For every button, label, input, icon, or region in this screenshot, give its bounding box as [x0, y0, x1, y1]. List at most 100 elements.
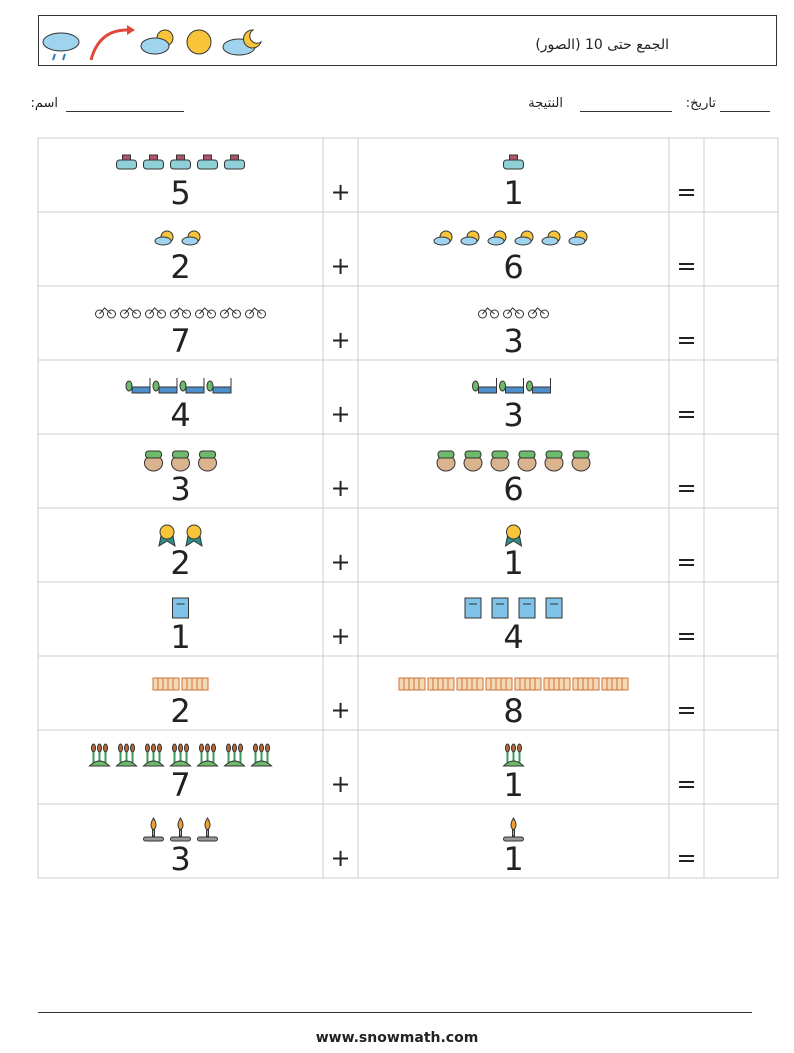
number: 2: [170, 692, 190, 730]
icon-part: [179, 829, 182, 837]
equals-sign: =: [676, 696, 696, 724]
icon-group: [472, 378, 551, 394]
icon-part: [142, 760, 165, 767]
icon-part: [499, 380, 506, 392]
icon-part: [132, 309, 141, 319]
icon-part: [545, 597, 563, 619]
icon-part: [257, 309, 266, 319]
icon-part: [505, 386, 524, 394]
icon-part: [207, 309, 216, 319]
icon-part: [601, 677, 629, 691]
equals-sign: =: [676, 844, 696, 872]
icon-part: [131, 386, 151, 394]
icon-part: [478, 386, 497, 394]
score-line: [580, 111, 672, 112]
icon-part: [433, 236, 451, 246]
icon-part: [145, 743, 150, 753]
icon-part: [460, 236, 478, 246]
number: 6: [503, 248, 523, 286]
icon-part: [150, 817, 157, 831]
icon-part: [485, 677, 513, 691]
icon-group: [464, 597, 563, 619]
equals-sign: =: [676, 252, 696, 280]
icon-part: [154, 236, 172, 246]
number: 8: [503, 692, 523, 730]
plus-sign: +: [330, 770, 350, 798]
header-box: [38, 15, 777, 66]
icon-group: [88, 743, 273, 767]
icon-part: [151, 743, 156, 753]
number: 5: [170, 174, 190, 212]
icon-part: [398, 677, 426, 691]
icon-group: [503, 817, 524, 842]
icon-part: [125, 380, 133, 392]
icon-part: [203, 154, 212, 161]
icon-part: [253, 743, 258, 753]
icon-part: [568, 236, 586, 246]
icon-part: [107, 309, 116, 319]
icon-part: [152, 829, 155, 837]
number: 1: [503, 174, 523, 212]
number: 1: [503, 840, 523, 878]
icon-part: [503, 309, 512, 319]
title: الجمع حتى 10 (الصور): [535, 37, 669, 53]
number: 3: [503, 322, 523, 360]
number: 3: [170, 470, 190, 508]
icon-part: [157, 743, 162, 753]
icon-part: [99, 307, 112, 315]
number: 1: [503, 766, 523, 804]
icon-part: [259, 743, 264, 753]
icon-part: [502, 760, 525, 767]
equals-sign: =: [676, 178, 696, 206]
icon-part: [478, 309, 487, 319]
number: 3: [170, 840, 190, 878]
icon-part: [152, 380, 160, 392]
icon-part: [103, 743, 108, 753]
icon-part: [145, 309, 154, 319]
icon-part: [545, 450, 563, 459]
icon-part: [532, 386, 551, 394]
icon-part: [505, 743, 510, 753]
icon-part: [115, 760, 138, 767]
icon-part: [220, 309, 229, 319]
icon-part: [490, 309, 499, 319]
equals-sign: =: [676, 548, 696, 576]
icon-group: [143, 817, 218, 842]
number: 3: [503, 396, 523, 434]
icon-part: [265, 743, 270, 753]
icon-part: [88, 760, 111, 767]
icon-part: [186, 524, 202, 540]
number: 7: [170, 766, 190, 804]
icon-part: [197, 836, 218, 842]
icon-part: [491, 597, 509, 619]
plus-sign: +: [330, 844, 350, 872]
icon-part: [184, 743, 189, 753]
icon-group: [144, 450, 217, 472]
icon-group: [154, 230, 201, 246]
icon-part: [226, 743, 231, 753]
icon-part: [143, 159, 164, 170]
icon-part: [224, 307, 237, 315]
icon-part: [464, 450, 482, 459]
icon-part: [174, 307, 187, 315]
plus-sign: +: [330, 622, 350, 650]
icon-part: [572, 677, 600, 691]
footer: www.snowmath.com: [315, 1030, 479, 1046]
number: 7: [170, 322, 190, 360]
equals-sign: =: [676, 474, 696, 502]
icon-part: [172, 743, 177, 753]
icon-part: [149, 154, 158, 161]
icon-part: [250, 760, 273, 767]
icon-part: [232, 309, 241, 319]
equals-sign: =: [676, 622, 696, 650]
icon-part: [518, 597, 536, 619]
icon-part: [152, 677, 180, 691]
icon-part: [518, 450, 536, 459]
icon-part: [464, 597, 482, 619]
plus-sign: +: [330, 400, 350, 428]
icon-part: [572, 450, 590, 459]
icon-part: [199, 743, 204, 753]
icon-part: [170, 159, 191, 170]
icon-part: [91, 743, 96, 753]
icon-group: [158, 524, 203, 548]
